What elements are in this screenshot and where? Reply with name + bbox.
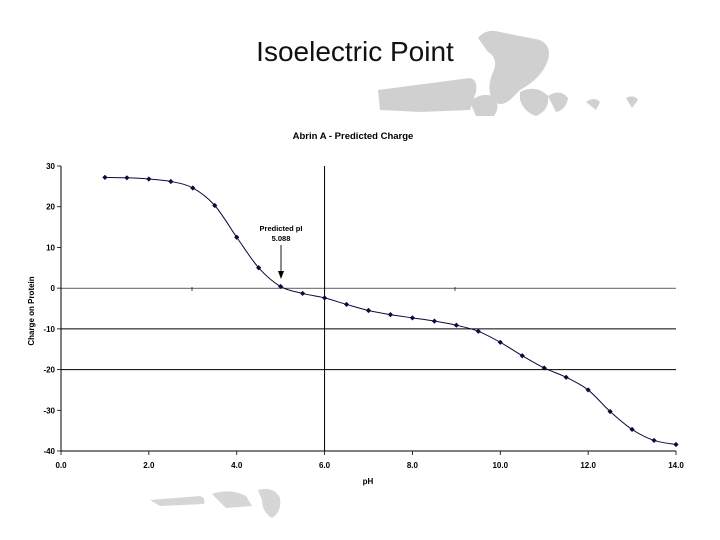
y-tick-label: 30 xyxy=(46,162,55,171)
data-point xyxy=(212,202,218,209)
x-tick-label: 14.0 xyxy=(668,461,684,470)
x-tick-label: 4.0 xyxy=(231,461,243,470)
x-axis-title: pH xyxy=(363,477,374,486)
data-point xyxy=(365,307,372,314)
y-tick-label: -30 xyxy=(43,406,55,415)
x-tick-label: 6.0 xyxy=(319,461,331,470)
y-tick-label: -40 xyxy=(43,447,55,456)
y-tick-labels: 30 20 10 0 -10 -20 -30 -40 xyxy=(43,162,55,456)
data-points xyxy=(102,174,679,448)
data-point xyxy=(519,353,525,359)
data-point xyxy=(102,174,108,180)
x-tick-label: 10.0 xyxy=(492,461,508,470)
x-tick-labels: 0.0 2.0 4.0 6.0 8.0 10.0 12.0 14.0 xyxy=(55,461,684,470)
pi-annotation: Predicted pI 5.088 xyxy=(260,224,303,279)
data-point xyxy=(585,387,591,393)
slide-title: Isoelectric Point xyxy=(256,36,454,67)
series-line xyxy=(104,176,677,445)
data-point xyxy=(256,265,262,271)
x-tick-label: 12.0 xyxy=(580,461,596,470)
data-point xyxy=(124,175,130,181)
y-axis-title: Charge on Protein xyxy=(27,276,36,345)
annotation-arrow-head xyxy=(278,271,284,279)
data-point xyxy=(563,374,569,380)
data-point xyxy=(234,234,240,240)
y-tick-label: 0 xyxy=(51,284,56,293)
annotation-line-2: 5.088 xyxy=(272,234,291,243)
x-tick-label: 2.0 xyxy=(143,461,155,470)
data-point xyxy=(629,426,635,433)
reference-lines xyxy=(61,166,676,451)
data-point xyxy=(651,437,657,444)
y-tick-label: -20 xyxy=(43,366,55,375)
axes xyxy=(57,165,677,455)
x-tick-label: 0.0 xyxy=(55,461,67,470)
data-point xyxy=(168,178,174,185)
data-point xyxy=(321,295,328,301)
chart-title: Abrin A - Predicted Charge xyxy=(293,131,414,142)
data-point xyxy=(409,315,416,321)
data-point xyxy=(453,322,459,328)
annotation-line-1: Predicted pI xyxy=(260,224,303,233)
data-point xyxy=(475,328,481,334)
data-point xyxy=(431,318,437,324)
data-point xyxy=(300,290,306,297)
data-point xyxy=(387,312,394,318)
x-tick-label: 8.0 xyxy=(407,461,419,470)
y-tick-label: -10 xyxy=(43,325,55,334)
data-point xyxy=(146,176,152,182)
y-tick-label: 10 xyxy=(46,243,55,252)
data-point xyxy=(497,339,503,345)
data-point xyxy=(541,365,547,371)
data-point xyxy=(343,301,350,308)
data-point xyxy=(673,441,679,448)
y-tick-label: 20 xyxy=(46,203,55,212)
data-point xyxy=(190,185,196,191)
data-point xyxy=(607,408,613,415)
data-point xyxy=(278,283,284,290)
